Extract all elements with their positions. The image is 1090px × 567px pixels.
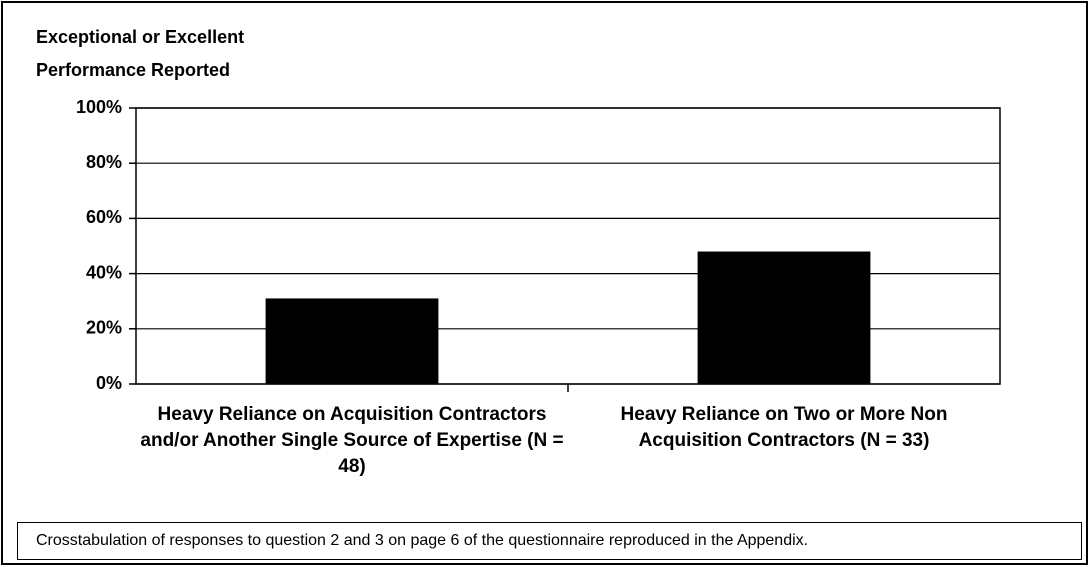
y-tick-label: 80%: [86, 152, 122, 172]
y-axis-label: Performance Reported: [36, 60, 231, 80]
y-tick-label: 60%: [86, 207, 122, 227]
y-tick-label: 0%: [96, 373, 122, 393]
y-tick-label: 40%: [86, 262, 122, 282]
y-tick-label: 100%: [76, 97, 122, 117]
bar: [265, 298, 439, 384]
footnote: Crosstabulation of responses to question…: [17, 522, 1082, 560]
x-tick-label: Heavy Reliance on Two or More Non Acquis…: [620, 404, 948, 451]
x-tick-label: Heavy Reliance on Acquisition Contractor…: [140, 404, 564, 477]
y-tick-label: 20%: [86, 318, 122, 338]
y-axis-label: Exceptional or Excellent: [36, 27, 245, 47]
bar: [697, 251, 871, 384]
